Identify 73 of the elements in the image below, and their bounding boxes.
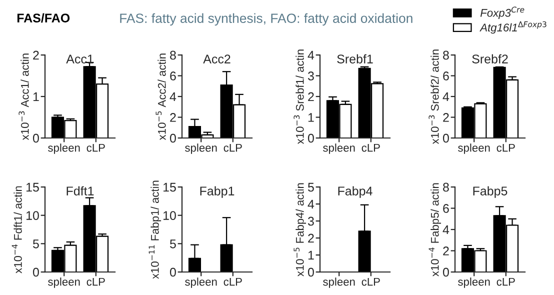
y-axis-title: x10$^{−4}$ Fabp5/ actin: [428, 183, 441, 276]
y-axis-title: x10$^{−11}$ Fabp1/ actin: [148, 180, 162, 279]
y-tick-label: 4: [442, 225, 450, 234]
y-tick-label: 6: [170, 72, 176, 80]
y-tick-label: 15: [26, 182, 39, 192]
y-tick-label: 4: [170, 92, 176, 102]
y-tick-label: 0: [308, 268, 314, 277]
chart-title: Acc2: [203, 54, 230, 64]
y-tick-label: 0: [170, 268, 176, 277]
x-tick-label: cLP: [86, 278, 105, 286]
x-tick-label: cLP: [496, 144, 515, 152]
legend-label: Foxp3$^{Cre}$: [480, 6, 524, 19]
y-tick-label: 4: [442, 92, 450, 102]
y-tick-label: 2: [443, 246, 449, 256]
y-axis-title: x10$^{−3}$ Srebf1/ actin: [294, 50, 304, 144]
chart-title: Fabp4: [338, 186, 372, 198]
y-axis-title: x10$^{−3}$ Acc1/ actin: [18, 54, 29, 140]
x-tick-label: cLP: [362, 278, 380, 286]
y-tick-label: 2: [33, 50, 39, 60]
y-axis-title: x10$^{−5}$ Fabp4/ actin: [294, 183, 306, 276]
chart-title: Srebf2: [472, 54, 508, 64]
x-tick-label: cLP: [496, 278, 515, 286]
chart-title: Acc1: [66, 54, 94, 64]
y-tick-label: 3: [308, 216, 314, 226]
x-tick-label: cLP: [224, 144, 242, 152]
chart-title: Fabp5: [473, 186, 508, 198]
y-axis-title: x10$^{−5}$ Acc2/ actin: [156, 54, 166, 140]
y-tick-label: 1: [33, 92, 39, 102]
y-tick-label: 10: [26, 211, 39, 220]
y-tick-label: 2: [308, 92, 314, 102]
y-tick-label: 0: [442, 268, 449, 277]
x-tick-label: spleen: [48, 144, 80, 154]
y-tick-label: 4: [308, 200, 314, 209]
x-tick-label: spleen: [323, 144, 355, 154]
y-tick-label: 15: [163, 182, 176, 192]
y-tick-label: 1: [308, 250, 314, 260]
y-tick-label: 6: [443, 72, 449, 80]
y-tick-label: 5: [308, 182, 314, 192]
chart-title: Fabp1: [200, 186, 234, 198]
y-tick-label: 0: [308, 134, 314, 143]
chart-title: Fdft1: [66, 186, 94, 196]
y-tick-label: 2: [443, 113, 449, 122]
y-tick-label: 8: [443, 50, 449, 60]
y-tick-label: 2: [308, 234, 314, 243]
text: FAS/FAO: [17, 13, 70, 23]
y-tick-label: 6: [443, 204, 449, 213]
y-tick-label: 10: [163, 211, 176, 220]
y-tick-label: 0: [32, 268, 39, 277]
y-tick-label: 1: [308, 113, 314, 122]
y-tick-label: 8: [170, 50, 176, 60]
y-tick-label: 2: [170, 113, 176, 122]
x-tick-label: cLP: [362, 144, 380, 152]
y-axis-title: x10$^{−4}$ Fdft1/ actin: [12, 186, 22, 274]
y-tick-label: 0: [170, 134, 176, 143]
x-tick-label: spleen: [185, 144, 217, 154]
x-tick-label: spleen: [458, 278, 490, 288]
y-tick-label: 0: [442, 134, 449, 143]
x-tick-label: spleen: [185, 278, 217, 288]
chart-title: Srebf1: [337, 54, 373, 64]
y-tick-label: 4: [308, 50, 314, 60]
x-tick-label: spleen: [323, 278, 355, 288]
y-tick-label: 5: [32, 240, 39, 248]
x-tick-label: cLP: [224, 278, 242, 286]
text: FAS: fatty acid synthesis, FAO: fatty acid oxidation: [120, 13, 412, 26]
y-tick-label: 8: [443, 182, 449, 192]
x-tick-label: spleen: [48, 278, 80, 288]
x-tick-label: cLP: [86, 144, 105, 152]
x-tick-label: spleen: [458, 144, 490, 154]
legend-label: Atg16l1$^{ΔFoxp3}$: [480, 21, 546, 34]
y-tick-label: 3: [308, 72, 314, 80]
y-tick-label: 5: [170, 240, 176, 248]
y-tick-label: 0: [32, 134, 39, 143]
y-axis-title: x10$^{−3}$ Srebf2/ actin: [428, 50, 439, 144]
